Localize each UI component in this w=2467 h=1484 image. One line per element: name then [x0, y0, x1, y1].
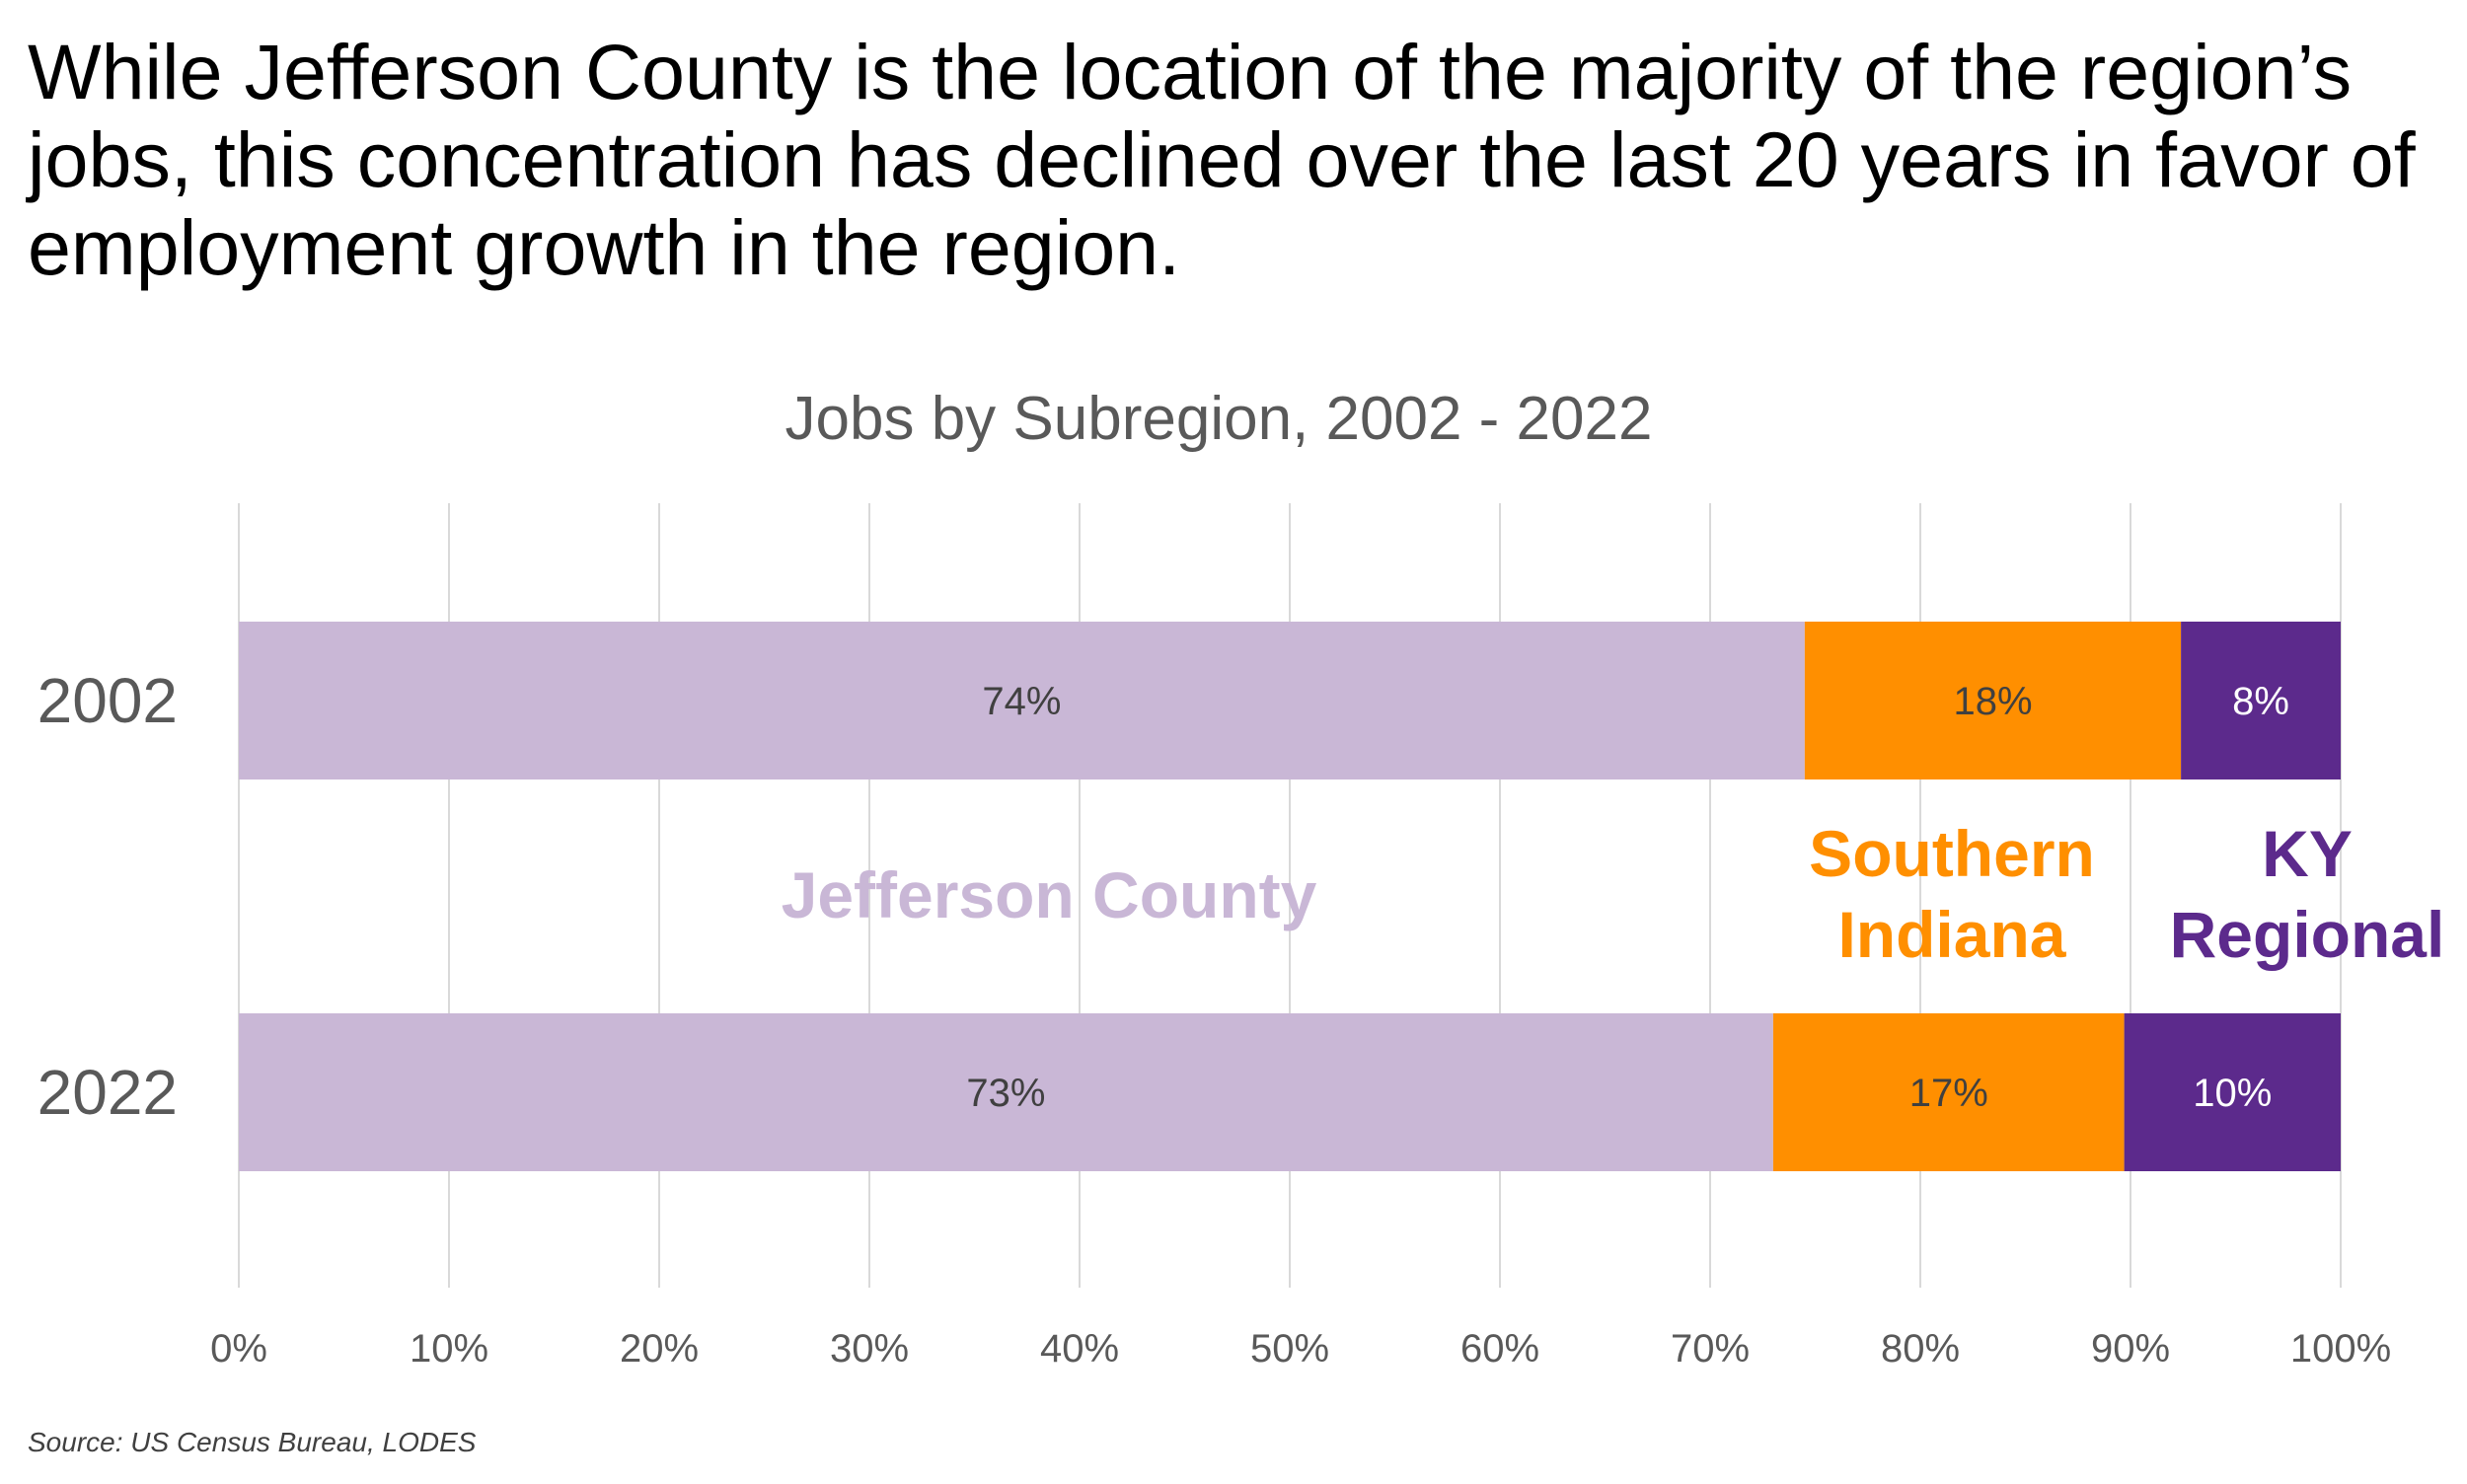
category-labels: 2002 2022: [37, 665, 178, 1128]
x-tick-label: 80%: [1881, 1327, 1960, 1371]
bar-jefferson-county-2022: [239, 1013, 1773, 1171]
category-label-2022: 2022: [37, 1057, 178, 1128]
bar-label-jefferson-county-2022: 73%: [966, 1072, 1045, 1115]
x-tick-label: 40%: [1040, 1327, 1119, 1371]
x-tick-label: 10%: [410, 1327, 488, 1371]
bar-southern-indiana-2002: [1804, 622, 2182, 779]
headline: While Jefferson County is the location o…: [28, 28, 2416, 291]
source-note: Source: US Census Bureau, LODES: [28, 1427, 477, 1457]
series-label-ky-regional: KY: [2262, 817, 2353, 890]
chart-title: Jobs by Subregion, 2002 - 2022: [785, 385, 1653, 453]
x-axis-tick-labels: 0% 10% 20% 30% 40% 50% 60% 70% 80% 90% 100%: [210, 1327, 2391, 1371]
x-tick-label: 0%: [210, 1327, 267, 1371]
x-tick-label: 90%: [2091, 1327, 2170, 1371]
series-labels: Jefferson County Southern Indiana KY Regiona…: [782, 817, 2445, 971]
series-label-southern-indiana: Indiana: [1837, 898, 2066, 971]
bar-jefferson-county-2002: [239, 622, 1805, 779]
bar-southern-indiana-2022: [1772, 1013, 2125, 1171]
x-tick-label: 70%: [1671, 1327, 1750, 1371]
series-label-southern-indiana: Southern: [1809, 817, 2095, 890]
bar-ky-regional-2022: [2124, 1013, 2341, 1171]
bar-label-southern-indiana-2002: 18%: [1953, 680, 2032, 723]
category-label-2002: 2002: [37, 665, 178, 736]
bar-label-ky-regional-2002: 8%: [2232, 680, 2289, 723]
bar-label-jefferson-county-2002: 74%: [982, 680, 1061, 723]
series-label-jefferson-county: Jefferson County: [782, 858, 1317, 931]
x-tick-label: 30%: [830, 1327, 909, 1371]
bar-ky-regional-2002: [2181, 622, 2341, 779]
x-tick-label: 50%: [1250, 1327, 1329, 1371]
series-label-ky-regional: Regional: [2170, 898, 2445, 971]
bar-label-southern-indiana-2022: 17%: [1909, 1072, 1988, 1115]
bar-segments: [239, 622, 2341, 1171]
bar-label-ky-regional-2022: 10%: [2193, 1072, 2272, 1115]
x-tick-label: 20%: [620, 1327, 699, 1371]
x-tick-label: 100%: [2290, 1327, 2391, 1371]
bar-value-labels: 74% 18% 8% 73% 17% 10%: [966, 680, 2289, 1115]
x-tick-label: 60%: [1460, 1327, 1539, 1371]
